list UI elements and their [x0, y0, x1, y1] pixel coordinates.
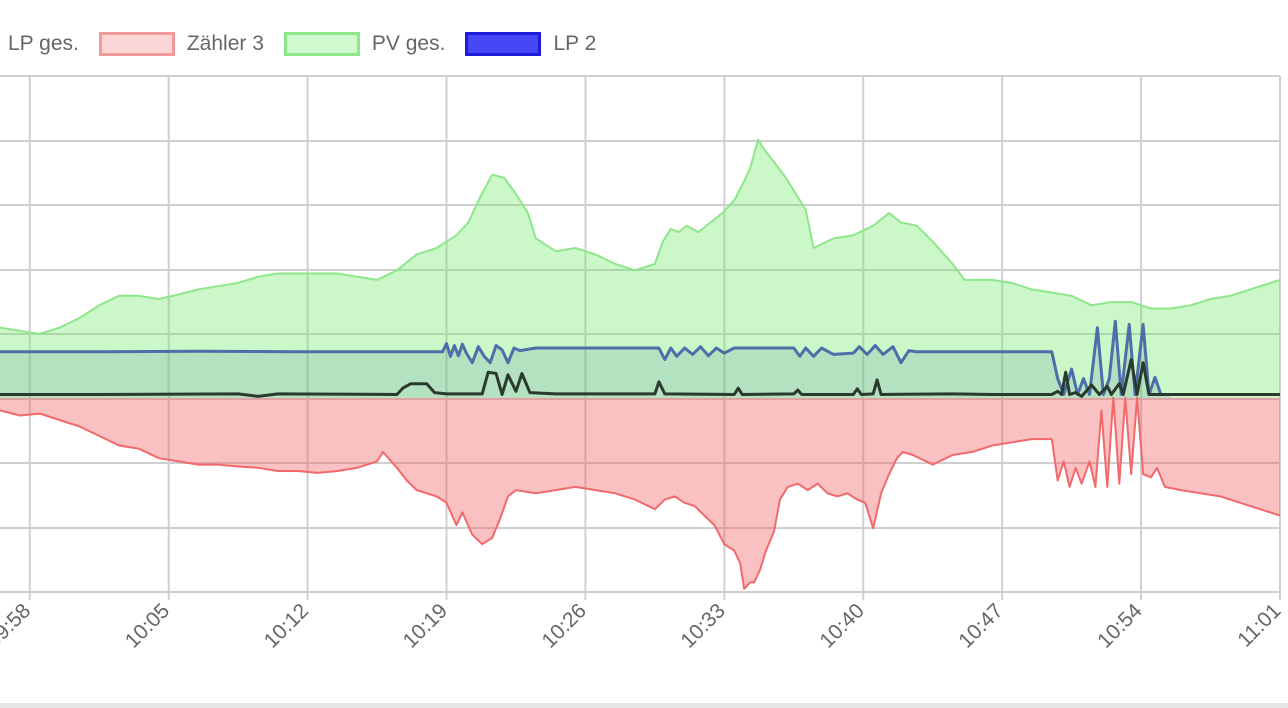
series-area-lp-2 — [0, 321, 1171, 398]
legend-swatch — [283, 32, 360, 56]
x-tick-label: 09:58 — [0, 599, 35, 652]
x-tick-label: 10:26 — [538, 599, 591, 652]
series-line-z-hler-3 — [0, 396, 1281, 590]
series-line-lp-ges — [0, 358, 1280, 398]
legend-label: Zähler 3 — [186, 32, 264, 55]
legend-swatch — [98, 32, 175, 56]
legend-item[interactable]: PV ges. — [283, 32, 446, 56]
x-tick-label: 11:01 — [1233, 599, 1285, 651]
x-tick-label: 10:54 — [1093, 599, 1147, 653]
grid — [0, 75, 1281, 600]
legend-swatch — [465, 32, 542, 56]
legend-label: PV ges. — [371, 32, 446, 55]
x-tick-label: 10:33 — [676, 599, 729, 652]
series-line-lp-2 — [0, 319, 1171, 396]
x-axis-labels: 09:58 10:05 10:12 10:19 10:26 10:33 10:40 10:47… — [0, 599, 1286, 653]
bottom-border — [0, 703, 1288, 708]
legend-label: LP 2 — [553, 32, 597, 55]
x-tick-label: 10:40 — [815, 599, 868, 652]
legend-item[interactable]: LP 2 — [465, 32, 596, 56]
series-area-z-hler-3 — [0, 397, 1280, 589]
legend-item[interactable]: LP ges. — [8, 32, 79, 56]
x-tick-label: 10:05 — [121, 599, 174, 652]
chart-legend: LP ges. Zähler 3 PV ges. LP 2 — [0, 26, 616, 62]
legend-label: LP ges. — [8, 32, 79, 55]
x-tick-label: 10:47 — [954, 599, 1007, 652]
x-tick-label: 10:12 — [260, 599, 313, 652]
x-tick-label: 10:19 — [399, 599, 452, 652]
legend-item[interactable]: Zähler 3 — [98, 32, 264, 56]
series-line-pv-ges — [0, 138, 1281, 335]
